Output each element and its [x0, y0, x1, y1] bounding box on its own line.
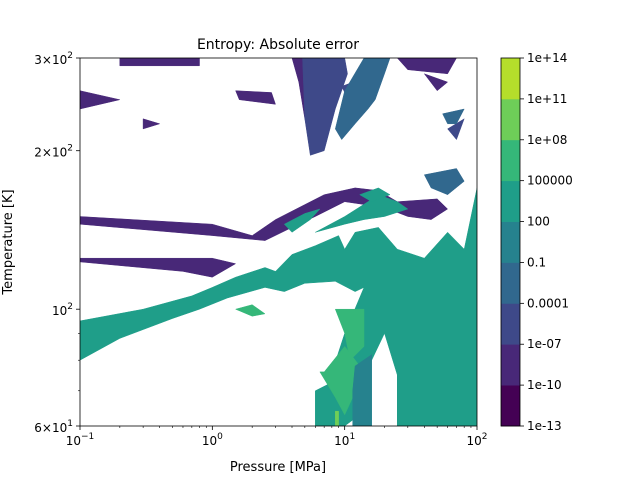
y-tick-label-0: 6×101: [34, 419, 73, 435]
contour-region-7: [80, 187, 449, 241]
contour-region-2: [235, 90, 276, 105]
colorbar-label-9: 1e+14: [527, 51, 567, 65]
colorbar-band-8: [501, 58, 520, 100]
contour-region-23: [352, 354, 372, 426]
contour-region-0: [119, 58, 200, 67]
y-axis: 6×101 102 2×102 3×102: [34, 51, 80, 435]
colorbar-band-2: [501, 303, 520, 345]
colorbar-band-1: [501, 344, 520, 386]
contour-region-1: [80, 90, 120, 110]
x-axis-label: Pressure [MPa]: [230, 460, 326, 475]
contour-region-6: [423, 73, 449, 92]
x-tick-label-2: 101: [334, 432, 355, 448]
x-axis: 10−1 100 101 102: [66, 426, 488, 448]
plot-frame: [79, 57, 478, 427]
colorbar-band-3: [501, 262, 520, 304]
y-tick-label-2: 2×102: [34, 144, 73, 160]
contour-region-21: [334, 308, 365, 361]
contour-region-24: [335, 410, 339, 426]
colorbar-label-5: 100: [527, 215, 550, 229]
colorbar-label-8: 1e+11: [527, 92, 567, 106]
contour-region-19: [359, 187, 391, 202]
colorbar-label-0: 1e-13: [527, 419, 562, 433]
y-axis-label: Temperature [K]: [1, 189, 16, 295]
colorbar-label-4: 0.1: [527, 255, 546, 269]
y-tick-label-3: 3×102: [34, 51, 73, 67]
x-tick-label-1: 100: [202, 432, 223, 448]
contour-region-14: [442, 108, 465, 125]
contour-region-8: [80, 257, 237, 278]
colorbar-band-5: [501, 180, 520, 222]
colorbar-label-2: 1e-07: [527, 337, 562, 351]
x-tick-label-3: 102: [466, 432, 487, 448]
colorbar-band-0: [501, 385, 520, 427]
colorbar-label-3: 0.0001: [527, 296, 569, 310]
contour-region-22: [319, 345, 360, 416]
colorbar: 1e-13 1e-10 1e-07 0.0001 0.1 100 100000 1e+08 1e…: [500, 51, 573, 433]
contour-region-20: [234, 304, 266, 317]
contour-region-16: [283, 208, 321, 233]
contour-region-5: [396, 58, 457, 75]
y-tick-label-1: 102: [52, 302, 73, 318]
x-tick-label-0: 10−1: [66, 432, 95, 448]
colorbar-label-7: 1e+08: [527, 133, 567, 147]
colorbar-band-4: [501, 221, 520, 263]
colorbar-label-6: 100000: [527, 174, 573, 188]
contour-regions: [80, 58, 477, 426]
contour-region-3: [142, 118, 161, 130]
contour-region-10: [302, 58, 348, 156]
contour-region-17: [80, 187, 477, 426]
colorbar-band-7: [501, 98, 520, 141]
colorbar-frame: [500, 57, 521, 427]
contour-region-15: [423, 168, 465, 195]
colorbar-band-6: [501, 139, 520, 182]
contour-region-13: [335, 58, 391, 141]
contour-region-18: [315, 194, 409, 233]
chart-title: Entropy: Absolute error: [197, 37, 359, 53]
colorbar-label-1: 1e-10: [527, 378, 562, 392]
